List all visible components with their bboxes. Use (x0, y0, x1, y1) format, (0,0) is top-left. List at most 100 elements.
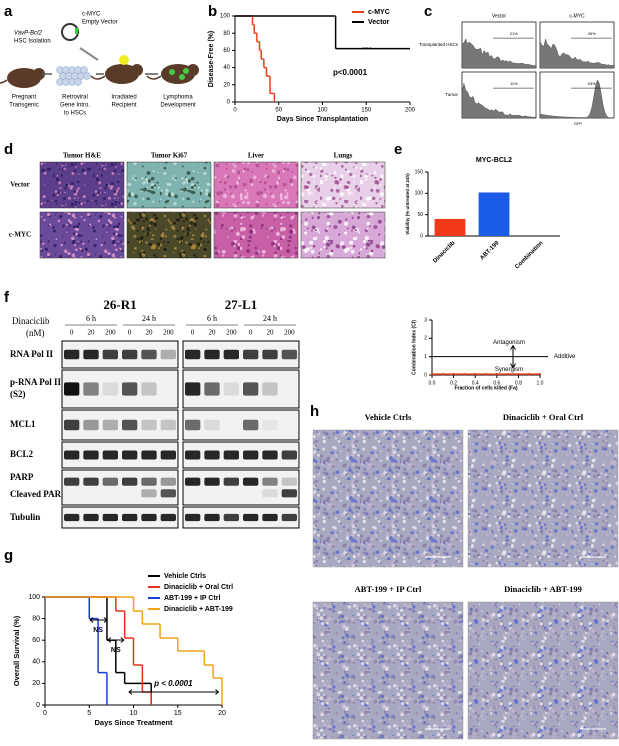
annotation: Synergism (495, 367, 523, 373)
blot-band (185, 419, 201, 431)
x-tick-label: 0 (43, 710, 47, 717)
series-marker (506, 373, 509, 376)
h-title: Dinaciclib + ABT-199 (504, 584, 582, 594)
blot-band (185, 513, 201, 522)
y-tick-label: 80 (32, 615, 40, 622)
mouse-tail (0, 79, 8, 84)
panel-label: a (4, 3, 13, 20)
a-step-label: Transgenic (9, 103, 38, 109)
blot-band (204, 349, 220, 360)
y-tick-label: 20 (223, 82, 230, 88)
y-tick-label: 60 (32, 637, 40, 644)
drug-unit: (nM) (26, 328, 45, 338)
blot-band (64, 419, 80, 431)
x-tick-label: 1.0 (537, 380, 544, 386)
series-marker (517, 373, 520, 376)
blot-band (281, 450, 297, 460)
blot-row-label: Tubulin (10, 512, 40, 522)
x-axis-label: Days Since Treatment (95, 718, 173, 727)
a-step-label: to HSCs (64, 111, 86, 117)
blot-band (223, 513, 239, 522)
blot-band (141, 450, 157, 460)
y-tick-label: 50 (417, 212, 423, 218)
y-tick-label: 0 (36, 702, 40, 709)
time-label: 6 h (86, 314, 96, 323)
radiation (119, 55, 129, 65)
h-title: ABT-199 + IP Ctrl (355, 584, 422, 594)
blot-band (262, 419, 278, 431)
blot-box (61, 340, 179, 369)
y-tick-label: 150 (415, 169, 424, 175)
legend-label: Vehicle Ctrls (164, 573, 206, 580)
blot-band (141, 382, 157, 396)
series-marker (474, 373, 477, 376)
blot-box (61, 369, 179, 409)
dose-label: 200 (105, 329, 116, 337)
blot-box (182, 469, 300, 506)
ihc-image (312, 601, 464, 740)
y-tick-label: 0 (420, 233, 423, 239)
arrowhead (89, 617, 108, 623)
x-tick-label: 10 (130, 710, 138, 717)
c-axis-label: GFP (574, 121, 583, 126)
ihc-image (467, 601, 619, 740)
y-tick-label: 1 (424, 354, 427, 360)
blot-band (122, 477, 138, 486)
panel-label: h (310, 403, 319, 420)
y-tick-label: 100 (220, 14, 231, 20)
blot-band (223, 450, 239, 460)
c-row-label: Tumor (445, 92, 458, 97)
blot-box (182, 369, 300, 409)
hsc (80, 66, 88, 74)
blot-row-label: BCL2 (10, 449, 34, 459)
y-tick-label: 100 (28, 594, 40, 601)
flow-gate-label: 26% (588, 31, 596, 36)
series-marker (431, 373, 433, 376)
blot-band (102, 513, 118, 522)
blot-band (262, 489, 278, 498)
a-step-label: Retroviral (62, 95, 88, 101)
blot-band (64, 382, 80, 396)
blot-band (204, 450, 220, 460)
plasmid-insert (75, 28, 78, 34)
legend-label: c-MYC (368, 9, 390, 16)
dose-label: 20 (146, 329, 154, 337)
panel-label: b (208, 3, 217, 20)
blot-band (64, 477, 80, 486)
blot-band (64, 513, 80, 522)
x-tick-label: Combination (514, 240, 544, 270)
y-axis-label: Viability (% untreated at 24h) (405, 173, 410, 235)
time-label: 24 h (142, 314, 156, 323)
blot-box (182, 409, 300, 441)
annotation: p<0.0001 (333, 68, 368, 77)
bar (478, 192, 510, 236)
x-tick-label: 150 (361, 108, 372, 114)
x-tick-label: 0.4 (472, 380, 479, 386)
panel-label: e (394, 141, 402, 158)
panel-label: f (4, 289, 10, 306)
annotation: Antagonism (493, 340, 525, 346)
blot-band (102, 419, 118, 431)
series-marker (463, 373, 466, 376)
series-marker (495, 373, 498, 376)
y-tick-label: 40 (223, 65, 230, 71)
y-tick-label: 100 (415, 191, 424, 197)
d-column-label: Tumor H&E (63, 152, 101, 160)
d-column-label: Liver (248, 152, 264, 160)
tumor-spot (183, 68, 189, 74)
blot-box (61, 441, 179, 469)
a-step-label: Pregnant (12, 95, 37, 101)
blot-band (223, 477, 239, 486)
blot-band (160, 489, 176, 498)
hsc (74, 78, 82, 86)
x-tick-label: 0.8 (515, 380, 522, 386)
flow-gate-label: 21% (510, 31, 518, 36)
blot-band (204, 419, 220, 431)
d-row-label: Vector (10, 181, 30, 189)
mouse-body (7, 68, 41, 88)
a-step-label: Recipient (111, 103, 136, 109)
annotation: NS (93, 627, 103, 634)
legend-label: Dinaciclib + ABT-199 (164, 606, 233, 613)
time-label: 6 h (207, 314, 217, 323)
x-tick-label: 0.0 (429, 380, 436, 386)
